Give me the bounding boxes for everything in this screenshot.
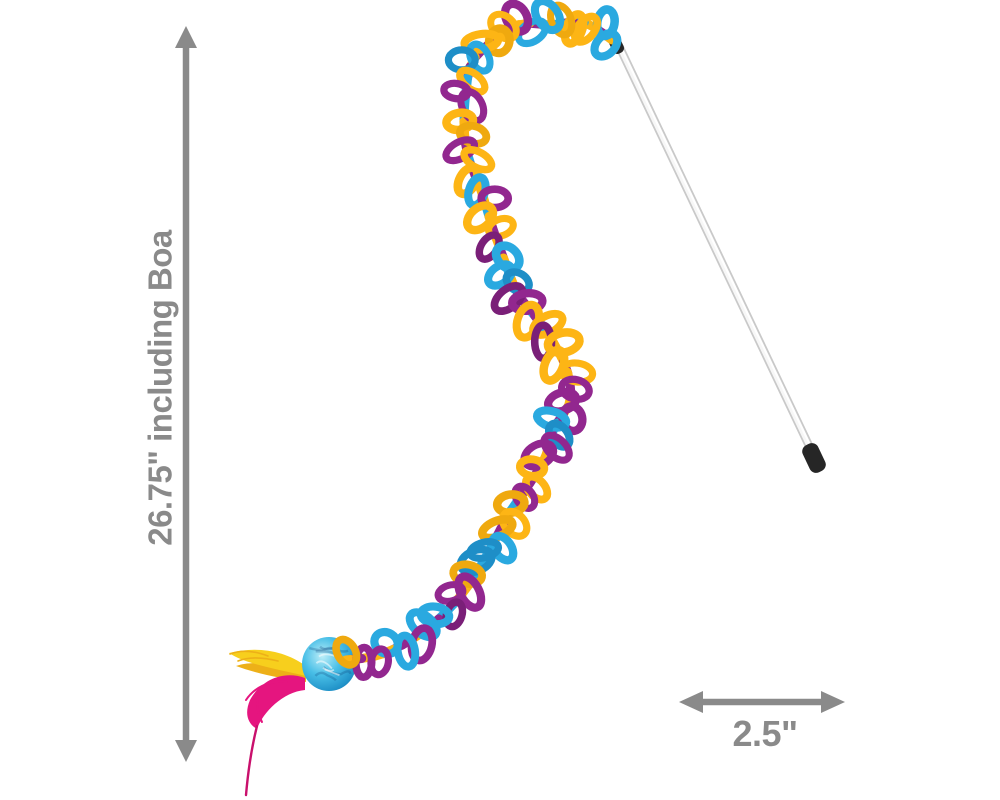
wand-rod-highlight xyxy=(620,46,815,453)
dimension-annotations xyxy=(175,26,845,762)
boa-core xyxy=(341,655,356,665)
boa-loop xyxy=(485,214,517,240)
arrow-head-left-icon xyxy=(679,691,703,713)
vertical-dimension-label: 26.75" including Boa xyxy=(141,230,179,546)
horizontal-dimension-label: 2.5" xyxy=(732,713,798,754)
arrow-head-down-icon xyxy=(175,740,197,762)
wand-rod-body xyxy=(617,45,815,455)
yellow-feather-wisp xyxy=(237,657,279,662)
boa-loop xyxy=(511,482,539,512)
horizontal-dimension-arrow xyxy=(679,691,845,713)
wand-handle-cap xyxy=(802,443,826,473)
teaser-wand xyxy=(607,34,826,473)
arrow-head-right-icon xyxy=(821,691,845,713)
arrow-head-up-icon xyxy=(175,26,197,48)
boa-loop xyxy=(560,10,588,48)
yellow-feather-wisp xyxy=(229,650,269,657)
feather-quill xyxy=(244,724,259,797)
boa xyxy=(332,0,622,681)
crinkle-ball-body xyxy=(302,637,356,691)
crinkle-ball xyxy=(302,637,356,691)
boa-loop xyxy=(484,24,514,58)
feathers xyxy=(229,649,306,797)
boa-loop xyxy=(520,439,558,471)
yellow-feather xyxy=(229,649,306,676)
pink-feather-wisp xyxy=(245,680,288,701)
pink-feather xyxy=(247,675,305,729)
boa-loop xyxy=(508,289,547,315)
vertical-dimension-arrow xyxy=(175,26,197,762)
boa-loop xyxy=(332,635,361,669)
boa-loop xyxy=(449,560,487,588)
boa-loop xyxy=(500,0,533,36)
pink-feather-wisp xyxy=(256,687,263,723)
